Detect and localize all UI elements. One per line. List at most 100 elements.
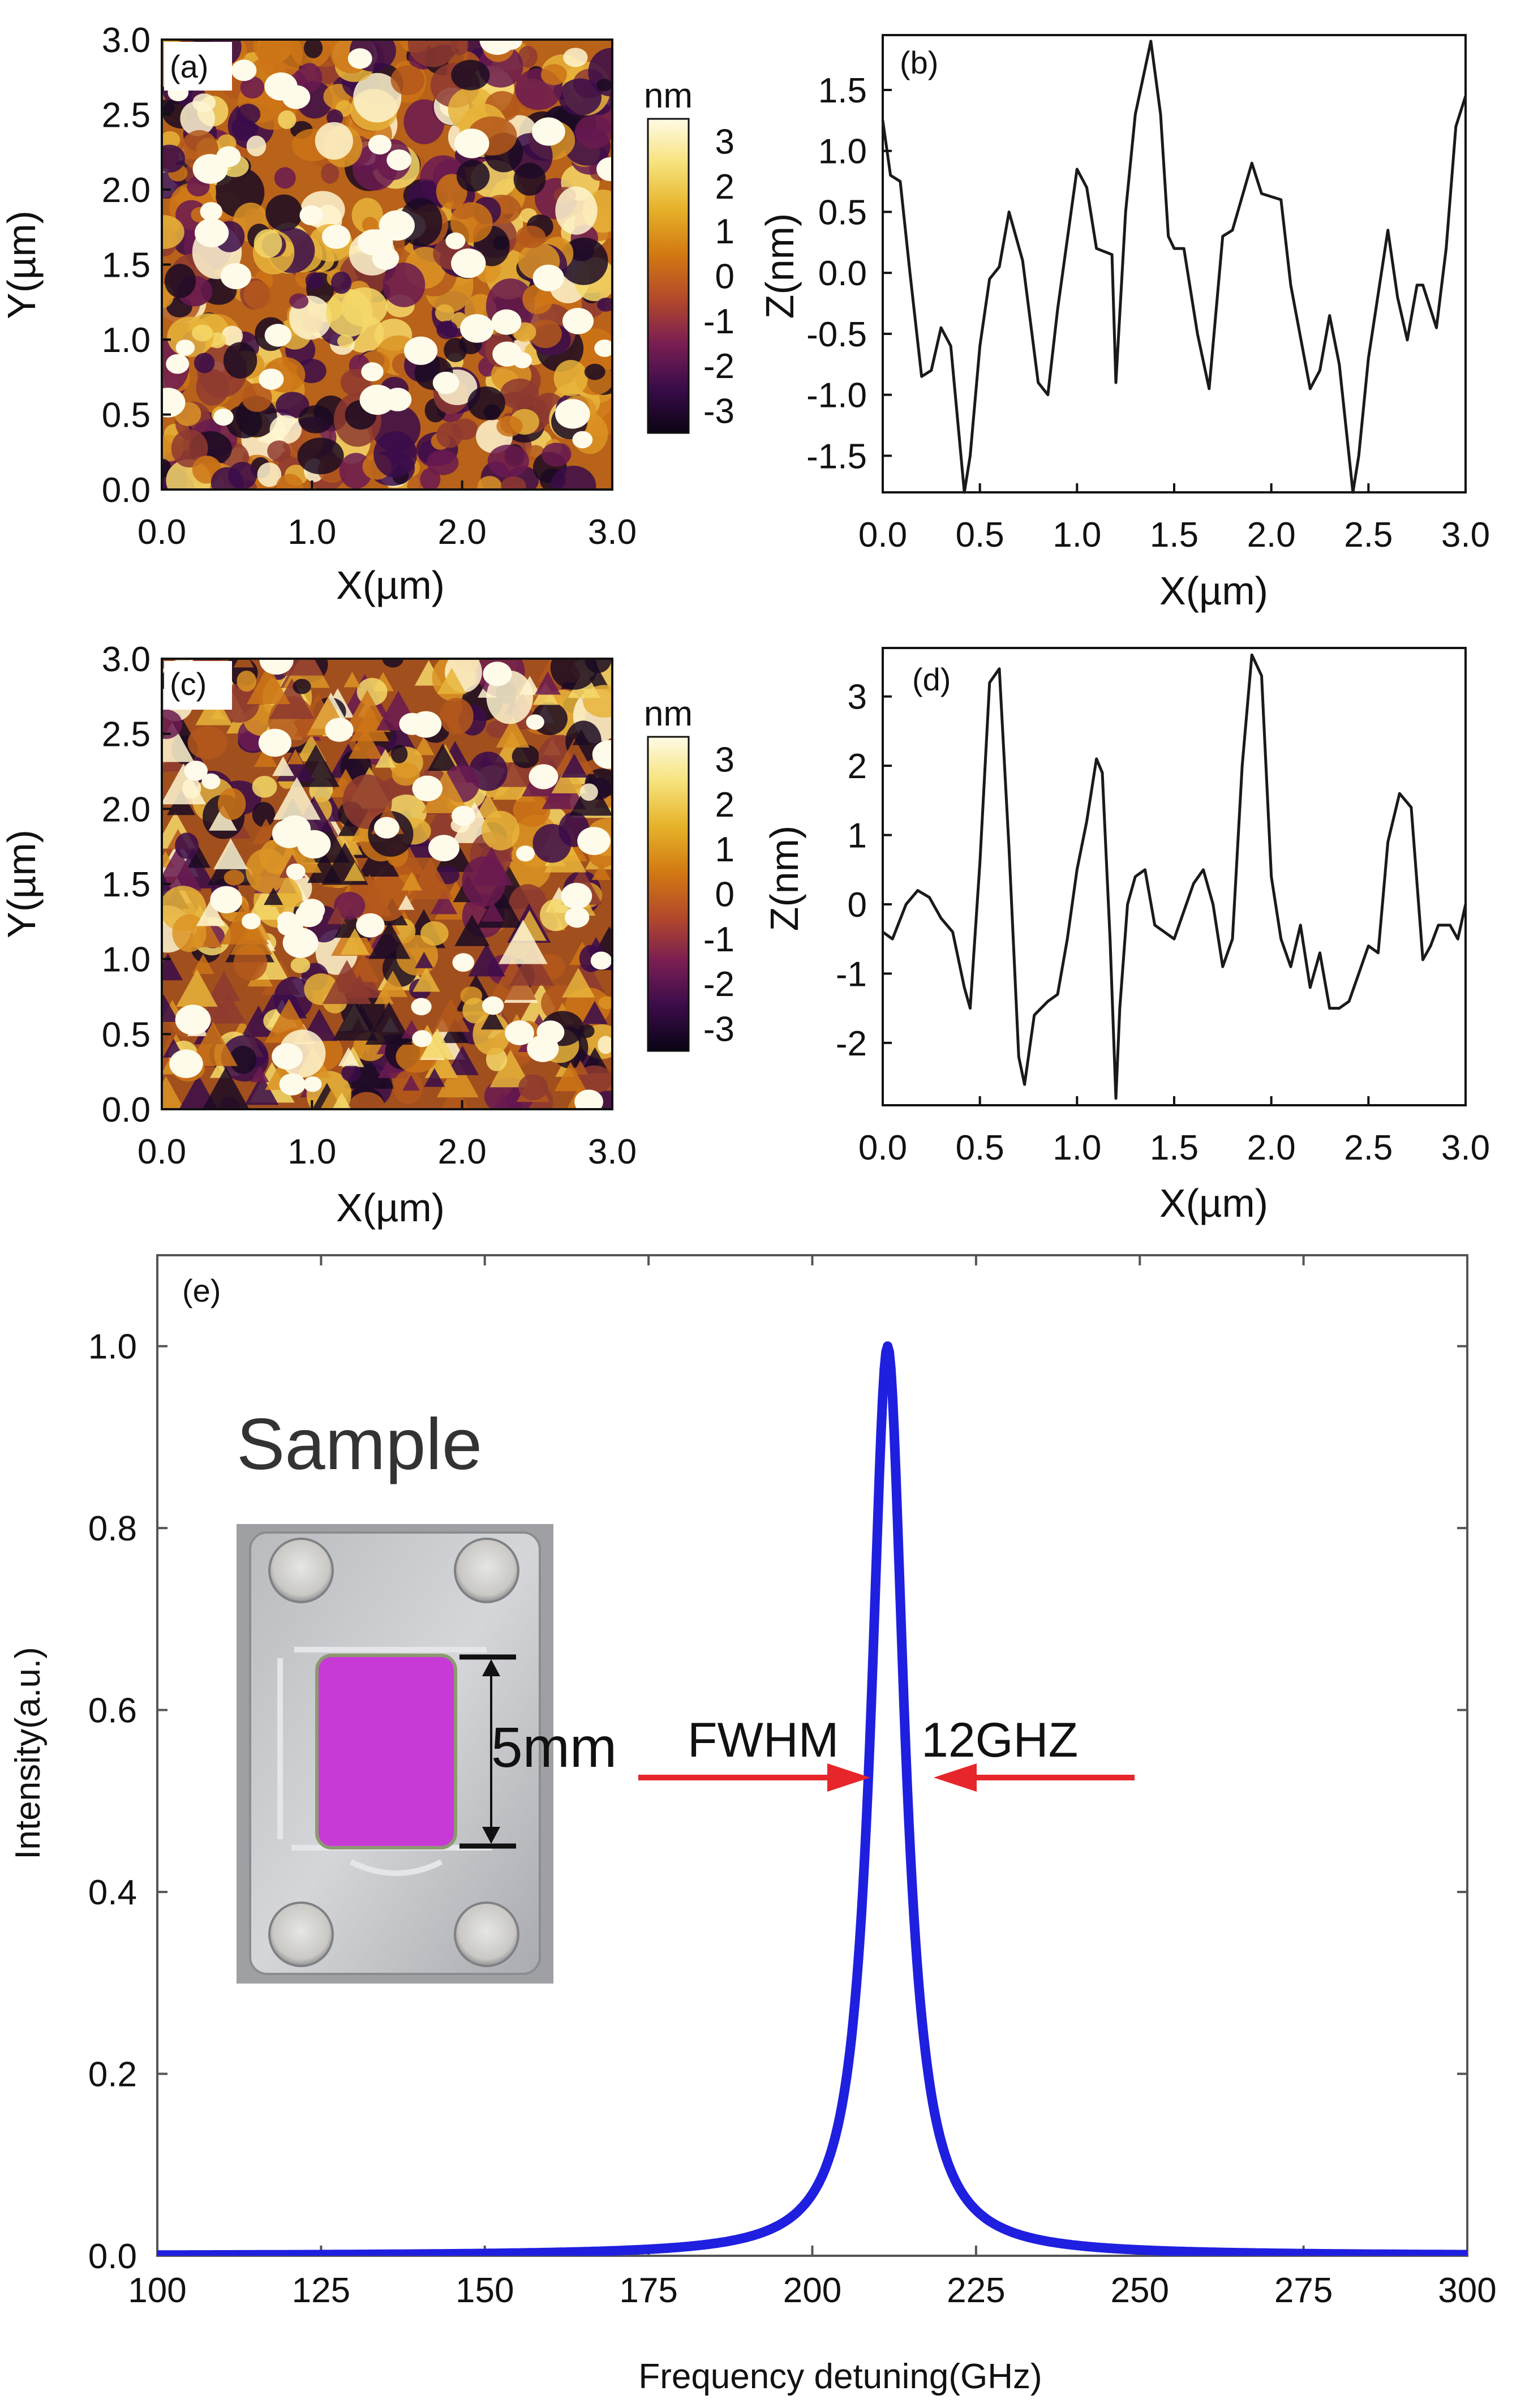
y-axis-label: Intensity(a.u.)	[8, 1647, 48, 1860]
afm-grain	[436, 422, 463, 448]
afm-grain	[305, 272, 324, 290]
afm-grain	[501, 476, 526, 490]
y-tick-label: 2.0	[102, 790, 151, 829]
afm-grain	[269, 678, 315, 719]
afm-grain	[332, 1092, 351, 1109]
afm-grain-peak	[303, 1076, 322, 1092]
colorbar-ticks-c: 3 2 1 0 -1 -2 -3	[703, 741, 734, 1049]
plot-frame-b	[882, 34, 1467, 493]
afm-grain-peak	[385, 222, 404, 239]
sample-inset: Sample 5mm	[237, 1404, 617, 1984]
panel-label: (c)	[170, 666, 207, 702]
afm-grain	[498, 920, 548, 964]
afm-grain-peak	[264, 324, 292, 347]
y-tick-label: 3	[848, 678, 867, 717]
x-tick-label: 175	[619, 2271, 677, 2310]
afm-grain	[487, 444, 530, 478]
afm-grain-peak	[200, 202, 222, 221]
clamp-wires	[277, 1647, 492, 1876]
afm-grain-peak	[347, 48, 372, 69]
afm-grain-peak	[241, 913, 261, 930]
afm-grain	[347, 953, 380, 982]
x-ticks-d: 0.0 0.5 1.0 1.5 2.0 2.5 3.0	[858, 1096, 1490, 1167]
x-tick-label: 1.0	[1053, 516, 1101, 555]
afm-grain	[331, 271, 352, 294]
y-tick-label: 1.0	[102, 321, 151, 360]
colorbar-c	[647, 736, 690, 1052]
y-tick-label: 2	[848, 747, 867, 786]
afm-grain	[283, 659, 324, 676]
afm-grain	[368, 921, 411, 959]
afm-grain	[440, 698, 474, 735]
afm-grain	[467, 386, 505, 420]
afm-grain	[518, 1074, 548, 1101]
afm-grain-peak	[479, 40, 516, 55]
afm-grain-peak	[277, 911, 298, 930]
afm-grain	[298, 405, 334, 433]
y-tick-label: 0.0	[818, 254, 867, 293]
afm-grain	[213, 838, 248, 869]
x-tick-label: 275	[1274, 2271, 1333, 2310]
afm-grain	[344, 861, 366, 881]
afm-grain	[450, 202, 493, 243]
afm-grain	[196, 369, 229, 406]
afm-grain-peak	[516, 845, 535, 862]
colorbar-tick-label: -3	[703, 392, 734, 431]
colorbar-tick-label: -2	[703, 347, 734, 386]
afm-grain	[482, 810, 520, 851]
afm-grain	[454, 914, 490, 946]
x-tick-label: 2.0	[1247, 1128, 1296, 1167]
sample-chip	[315, 1654, 457, 1849]
afm-grain-peak	[372, 247, 399, 270]
afm-grain	[427, 744, 458, 771]
afm-grain-peak	[491, 309, 522, 335]
x-tick-label: 150	[456, 2271, 514, 2310]
afm-grain	[221, 325, 243, 346]
afm-grain-peak	[532, 264, 564, 291]
afm-grain	[468, 943, 505, 977]
x-ticks-b: 0.0 0.5 1.0 1.5 2.0 2.5 3.0	[858, 483, 1490, 555]
afm-grain	[338, 1047, 359, 1066]
afm-grain	[493, 1092, 512, 1109]
afm-grain	[420, 921, 449, 946]
y-tick-label: 0.5	[102, 396, 151, 435]
afm-grain-peak	[325, 718, 354, 742]
afm-grain	[162, 100, 175, 115]
afm-grain	[413, 967, 440, 992]
height-profile-line-b	[881, 40, 1467, 494]
afm-grain	[290, 957, 311, 973]
y-tick-label: 0	[848, 886, 867, 925]
colorbar-tick-label: 2	[715, 786, 734, 825]
y-tick-label: 1.5	[818, 71, 867, 110]
colorbar-tick-label: 1	[715, 830, 734, 869]
afm-grain	[432, 998, 470, 1032]
afm-grain-peak	[175, 340, 195, 356]
afm-grain	[349, 1092, 385, 1109]
afm-grain	[572, 729, 590, 745]
afm-grain-peak	[577, 827, 611, 855]
afm-grain	[553, 359, 588, 397]
afm-grain	[257, 40, 303, 79]
afm-grain	[436, 1059, 479, 1098]
lorentzian-peak-line	[157, 1341, 1467, 2256]
afm-grain	[341, 287, 388, 327]
afm-grain	[539, 899, 572, 932]
afm-grain	[176, 969, 218, 1007]
afm-grain	[194, 353, 215, 374]
afm-grain	[477, 475, 502, 490]
afm-grain-peak	[428, 835, 459, 861]
afm-grain-peak	[361, 362, 384, 381]
y-axis-label: Z(nm)	[762, 826, 806, 932]
afm-grain	[424, 1068, 445, 1087]
afm-grain-peak	[432, 371, 459, 394]
y-ticks-e: 0.0 0.2 0.4 0.6 0.8 1.0	[88, 1328, 1467, 2276]
inset-title: Sample	[237, 1404, 482, 1485]
afm-grain	[171, 429, 208, 468]
x-axis-label: X(µm)	[336, 563, 445, 607]
afm-grain-peak	[412, 775, 443, 802]
y-tick-label: -0.5	[806, 315, 867, 354]
x-tick-label: 100	[128, 2271, 186, 2310]
afm-grain-peak	[213, 409, 234, 426]
afm-grain-peak	[162, 388, 186, 418]
afm-grain	[182, 778, 201, 799]
